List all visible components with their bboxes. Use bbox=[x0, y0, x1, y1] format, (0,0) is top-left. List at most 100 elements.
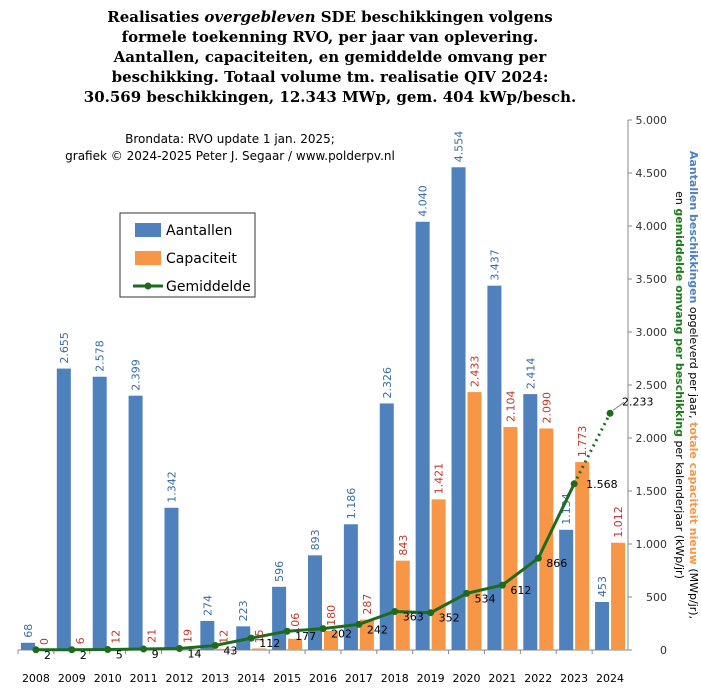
point-label: 612 bbox=[510, 584, 531, 597]
y-axis-title: en gemiddelde omvang per beschikking per… bbox=[673, 191, 686, 579]
title-part: overgebleven bbox=[204, 8, 315, 26]
y-tick-label: 3.500 bbox=[636, 273, 668, 286]
data-label: 0 bbox=[38, 638, 51, 645]
chart-title: Realisaties overgebleven SDE beschikking… bbox=[107, 8, 553, 26]
point-label: 2.233 bbox=[622, 395, 654, 408]
x-tick-label: 2010 bbox=[94, 672, 122, 685]
legend-swatch bbox=[135, 223, 161, 237]
point-label: 202 bbox=[331, 628, 352, 641]
leader-line bbox=[612, 401, 625, 411]
bar bbox=[467, 392, 482, 650]
bar bbox=[559, 529, 574, 650]
bar bbox=[415, 221, 430, 650]
point bbox=[606, 409, 614, 417]
data-label: 19 bbox=[181, 629, 194, 643]
bar bbox=[56, 368, 71, 650]
data-label: 2.326 bbox=[381, 367, 394, 399]
y-axis-title-part: opgeleverd per jaar, bbox=[687, 303, 700, 422]
point bbox=[104, 645, 112, 653]
data-label: 180 bbox=[325, 605, 338, 626]
point-label: 352 bbox=[439, 612, 460, 625]
point bbox=[68, 646, 76, 654]
data-label: 2.414 bbox=[524, 358, 537, 390]
data-label: 893 bbox=[309, 529, 322, 550]
data-label: 12 bbox=[217, 630, 230, 644]
bar bbox=[288, 638, 303, 650]
x-tick-label: 2014 bbox=[237, 672, 265, 685]
bar bbox=[164, 507, 179, 650]
data-label: 2.104 bbox=[504, 390, 517, 422]
data-label: 1.342 bbox=[165, 471, 178, 503]
data-label: 1.773 bbox=[576, 426, 589, 458]
point bbox=[247, 634, 255, 642]
bar bbox=[236, 626, 251, 650]
data-label: 2.578 bbox=[94, 340, 107, 372]
y-tick-label: 4.500 bbox=[636, 167, 668, 180]
bar bbox=[252, 648, 267, 650]
point-label: 2 bbox=[44, 649, 51, 662]
bar bbox=[200, 620, 215, 650]
point-label: 43 bbox=[223, 644, 237, 657]
point bbox=[211, 641, 219, 649]
bar bbox=[575, 462, 590, 650]
bar bbox=[523, 394, 538, 650]
chart-title: 30.569 beschikkingen, 12.343 MWp, gem. 4… bbox=[84, 88, 576, 106]
x-tick-label: 2013 bbox=[201, 672, 229, 685]
legend-swatch bbox=[135, 251, 161, 265]
point bbox=[319, 625, 327, 633]
data-label: 596 bbox=[273, 561, 286, 582]
bar bbox=[343, 524, 358, 650]
bar bbox=[451, 167, 466, 650]
x-tick-label: 2023 bbox=[560, 672, 588, 685]
data-label: 274 bbox=[201, 595, 214, 616]
subtitle: Brondata: RVO update 1 jan. 2025; bbox=[125, 132, 335, 146]
title-part: Realisaties bbox=[107, 8, 204, 26]
x-tick-label: 2019 bbox=[417, 672, 445, 685]
y-axis-title: Aantallen beschikkingen opgeleverd per j… bbox=[687, 151, 700, 619]
x-tick-label: 2017 bbox=[345, 672, 373, 685]
x-tick-label: 2015 bbox=[273, 672, 301, 685]
point bbox=[391, 608, 399, 616]
point bbox=[463, 589, 471, 597]
data-label: 3.437 bbox=[488, 249, 501, 280]
data-label: 2.399 bbox=[130, 359, 143, 391]
y-axis-title-part: Aantallen beschikkingen bbox=[687, 151, 700, 304]
point bbox=[534, 554, 542, 562]
data-label: 21 bbox=[146, 629, 159, 643]
y-tick-label: 1.500 bbox=[636, 485, 668, 498]
y-tick-label: 2.000 bbox=[636, 432, 668, 445]
data-label: 6 bbox=[74, 637, 87, 644]
point bbox=[427, 609, 435, 617]
x-tick-label: 2016 bbox=[309, 672, 337, 685]
y-tick-label: 2.500 bbox=[636, 379, 668, 392]
data-label: 1.421 bbox=[433, 463, 446, 495]
bar bbox=[431, 499, 446, 650]
line-dotted bbox=[572, 412, 612, 485]
point-label: 14 bbox=[187, 648, 201, 661]
legend-label: Capaciteit bbox=[166, 251, 237, 267]
chart-title: beschikking. Totaal volume tm. realisati… bbox=[112, 68, 549, 86]
legend: Aantallen Capaciteit Gemiddelde bbox=[119, 212, 256, 298]
bar bbox=[379, 403, 394, 650]
title-part: SDE beschikkingen volgens bbox=[315, 8, 552, 26]
point bbox=[283, 627, 291, 635]
y-axis-title-part: (MWp/jr), bbox=[687, 565, 700, 619]
bar bbox=[359, 619, 374, 650]
y-axis-title-part: per kalenderjaar (kWp/jr) bbox=[673, 437, 686, 579]
legend-swatch bbox=[144, 282, 152, 290]
point-label: 534 bbox=[475, 592, 496, 605]
point-label: 177 bbox=[295, 630, 316, 643]
y-axis-title-part: gemiddelde omvang per beschikking bbox=[673, 208, 686, 437]
data-label: 106 bbox=[289, 613, 302, 634]
data-label: 2.090 bbox=[540, 392, 553, 424]
y-tick-label: 1.000 bbox=[636, 538, 668, 551]
line bbox=[35, 483, 576, 652]
bar bbox=[395, 560, 410, 650]
y-tick-label: 3.000 bbox=[636, 326, 668, 339]
point bbox=[570, 480, 578, 488]
data-label: 2.655 bbox=[58, 332, 71, 364]
point bbox=[498, 581, 506, 589]
y-tick-label: 500 bbox=[646, 591, 667, 604]
x-tick-label: 2009 bbox=[58, 672, 86, 685]
